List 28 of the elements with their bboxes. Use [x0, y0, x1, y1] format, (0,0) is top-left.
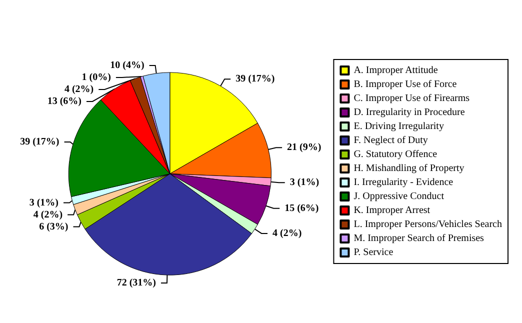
legend-label: C. Improper Use of Firearms	[354, 93, 470, 104]
data-label: 15 (6%)	[284, 202, 319, 214]
data-label: 39 (17%)	[20, 136, 60, 148]
data-label: 10 (4%)	[110, 60, 144, 71]
legend-label: B. Improper Use of Force	[354, 79, 458, 90]
legend-label: A. Improper Attitude	[354, 65, 438, 76]
legend-label: H. Mishandling of Property	[354, 163, 464, 174]
data-label: 4 (2%)	[33, 209, 63, 220]
legend-label: I. Irregularity - Evidence	[354, 177, 454, 188]
legend-label: G. Statutory Offence	[354, 149, 438, 160]
legend-label: D. Irregularity in Procedure	[354, 107, 466, 118]
data-label: 72 (31%)	[116, 278, 156, 289]
legend-label: K. Improper Arrest	[354, 205, 430, 216]
legend-label: J. Oppressive Conduct	[354, 191, 444, 202]
legend-label: L. Improper Persons/Vehicles Search	[354, 219, 502, 230]
data-label: 21 (9%)	[287, 142, 322, 154]
data-label: 3 (1%)	[290, 177, 320, 188]
data-label: 3 (1%)	[29, 197, 59, 208]
data-label: 1 (0%)	[82, 72, 111, 83]
data-label: 6 (3%)	[39, 221, 68, 232]
legend-label: P. Service	[354, 247, 394, 258]
legend-label: E. Driving Irregularity	[354, 121, 444, 132]
data-label: 4 (2%)	[272, 228, 302, 239]
legend-label: F. Neglect of Duty	[354, 135, 428, 146]
data-label: 39 (17%)	[236, 74, 275, 85]
data-label: 4 (2%)	[64, 84, 94, 95]
data-label: 13 (6%)	[47, 96, 82, 107]
legend-label: M. Improper Search of Premises	[354, 233, 484, 244]
